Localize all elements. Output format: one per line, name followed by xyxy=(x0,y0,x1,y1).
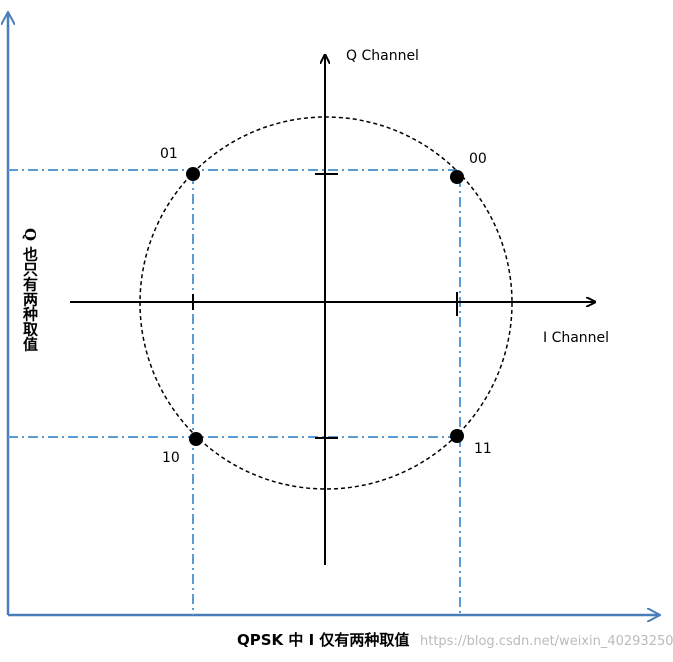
outer-axes xyxy=(8,12,660,615)
point-label: 01 xyxy=(160,146,178,162)
watermark: https://blog.csdn.net/weixin_40293250 xyxy=(420,634,673,649)
point-label: 11 xyxy=(474,441,492,457)
points xyxy=(186,167,464,446)
point-label: 10 xyxy=(162,450,180,466)
q-label: Q Channel xyxy=(346,48,419,64)
point xyxy=(450,429,464,443)
i-label: I Channel xyxy=(543,330,609,346)
inner-axes xyxy=(70,55,595,565)
point xyxy=(189,432,203,446)
bottom-note: QPSK 中 I 仅有两种取值 xyxy=(237,631,409,649)
point-label: 00 xyxy=(469,151,487,167)
point xyxy=(186,167,200,181)
point xyxy=(450,170,464,184)
guides xyxy=(8,169,461,615)
side-note: Q 也只有两种取值 xyxy=(21,228,39,351)
